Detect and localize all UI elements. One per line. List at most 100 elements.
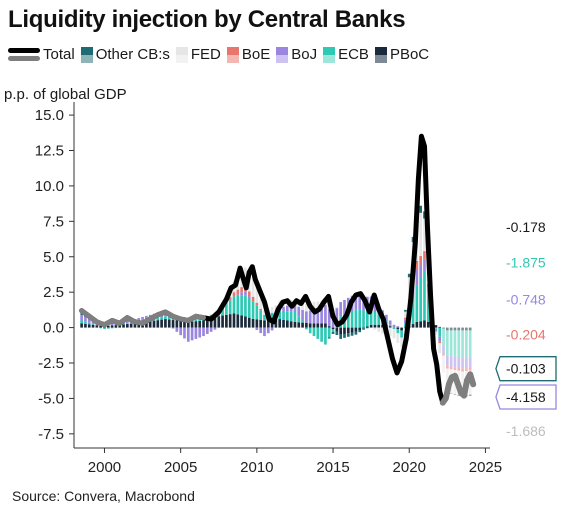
bar-segment-ecb xyxy=(346,312,350,328)
bar-segment-pboc xyxy=(171,320,175,328)
bar-segment-boj xyxy=(286,305,289,312)
bar-segment-boe xyxy=(465,368,468,371)
bar-segment-boe xyxy=(446,365,449,369)
bar-segment-ecb xyxy=(103,327,106,329)
bar-segment-pboc xyxy=(446,327,449,331)
bar-segment-pboc xyxy=(468,327,472,331)
bar-segment-boj xyxy=(468,357,472,368)
bar-segment-ecb xyxy=(388,324,392,327)
bar-segment-pboc xyxy=(106,325,110,328)
bar-segment-boe xyxy=(232,292,236,297)
bar-segment-other xyxy=(404,309,407,312)
bar-segment-fed xyxy=(434,331,438,335)
bar-segment-pboc xyxy=(133,323,137,328)
legend-swatch xyxy=(226,46,239,63)
bar-segment-pboc xyxy=(354,327,358,332)
bar-segment-boe xyxy=(449,366,453,370)
bar-segment-fed xyxy=(419,212,422,257)
bar-segment-boj xyxy=(209,327,213,332)
bar-segment-pboc xyxy=(396,327,400,329)
bar-segment-fed xyxy=(259,298,262,309)
bar-segment-other xyxy=(423,211,426,219)
bar-segment-ecb xyxy=(426,293,430,322)
bar-segment-pboc xyxy=(263,320,266,328)
bar-segment-ecb xyxy=(263,314,266,321)
bar-segment-pboc xyxy=(465,327,468,331)
bar-segment-pboc xyxy=(274,319,278,328)
bar-segment-pboc xyxy=(255,319,259,328)
bar-segment-ecb xyxy=(164,316,167,320)
bar-segment-pboc xyxy=(358,327,362,331)
bar-segment-ecb xyxy=(255,305,259,320)
bar-segment-pboc xyxy=(251,318,255,328)
bar-segment-pboc xyxy=(118,324,122,328)
bar-segment-pboc xyxy=(419,321,422,328)
bar-segment-boj xyxy=(301,309,304,321)
bar-segment-ecb xyxy=(449,330,453,357)
bar-segment-ecb xyxy=(392,327,396,329)
y-tick-label: -5.0 xyxy=(38,390,64,407)
bar-segment-other xyxy=(80,313,83,315)
bar-segment-boj xyxy=(308,310,312,324)
bar-segment-fed xyxy=(461,371,464,396)
bar-segment-pboc xyxy=(99,325,102,328)
legend-item-fed: FED xyxy=(175,46,221,63)
latest-value-label: -0.204 xyxy=(506,327,546,343)
bar-segment-ecb xyxy=(301,320,304,323)
bar-segment-ecb xyxy=(80,320,83,324)
bar-segment-pboc xyxy=(114,325,118,328)
bar-segment-boj xyxy=(255,327,259,331)
bar-segment-pboc xyxy=(366,326,369,328)
bar-segment-boj xyxy=(247,296,251,299)
bar-segment-boj xyxy=(206,327,209,334)
bar-segment-boe xyxy=(259,308,262,311)
bar-segment-ecb xyxy=(354,309,358,328)
bar-segment-pboc xyxy=(80,323,83,328)
bar-segment-pboc xyxy=(415,321,419,328)
bar-segment-ecb xyxy=(129,322,133,324)
bar-segment-boj xyxy=(339,302,342,317)
bar-segment-fed xyxy=(209,314,213,315)
bar-segment-other xyxy=(343,333,346,338)
bar-segment-boj xyxy=(175,327,179,332)
legend-item-boe: BoE xyxy=(226,46,270,63)
bar-segment-ecb xyxy=(278,310,282,320)
bar-segment-boj xyxy=(202,327,205,337)
bar-segment-pboc xyxy=(221,315,224,328)
bar-segment-pboc xyxy=(87,324,91,328)
bar-segment-ecb xyxy=(122,324,125,325)
bar-segment-boj xyxy=(354,293,358,310)
bar-segment-pboc xyxy=(293,321,297,328)
y-tick-label: 15.0 xyxy=(35,107,64,124)
bar-segment-ecb xyxy=(324,327,327,345)
bar-segment-pboc xyxy=(350,327,354,333)
bar-segment-boj xyxy=(316,307,320,324)
bar-segment-ecb xyxy=(270,312,274,320)
bar-segment-ecb xyxy=(110,327,114,329)
bar-segment-ecb xyxy=(358,309,362,328)
bar-segment-boj xyxy=(87,318,91,323)
bar-segment-boj xyxy=(282,306,285,311)
bar-segment-fed xyxy=(377,327,381,332)
bar-segment-pboc xyxy=(240,315,243,328)
bar-segment-boj xyxy=(179,327,182,336)
legend-label: PBoC xyxy=(389,46,430,63)
bar-segment-pboc xyxy=(183,321,186,328)
bar-segment-pboc xyxy=(423,320,426,328)
x-tick-label: 2020 xyxy=(393,459,426,476)
bar-segment-pboc xyxy=(244,316,247,328)
bar-segment-pboc xyxy=(327,326,331,328)
bar-segment-other xyxy=(350,332,354,336)
x-tick-label: 2015 xyxy=(316,459,349,476)
bar-segment-fed xyxy=(255,287,259,303)
bar-segment-ecb xyxy=(434,327,438,329)
bar-segment-ecb xyxy=(446,330,449,356)
bar-segment-ecb xyxy=(221,308,224,316)
bar-segment-other xyxy=(331,331,335,334)
bar-segment-ecb xyxy=(99,327,102,329)
bar-segment-ecb xyxy=(305,327,308,330)
bar-segment-other xyxy=(339,334,342,339)
bar-segment-boj xyxy=(194,327,198,339)
bar-segment-boj xyxy=(453,356,457,368)
